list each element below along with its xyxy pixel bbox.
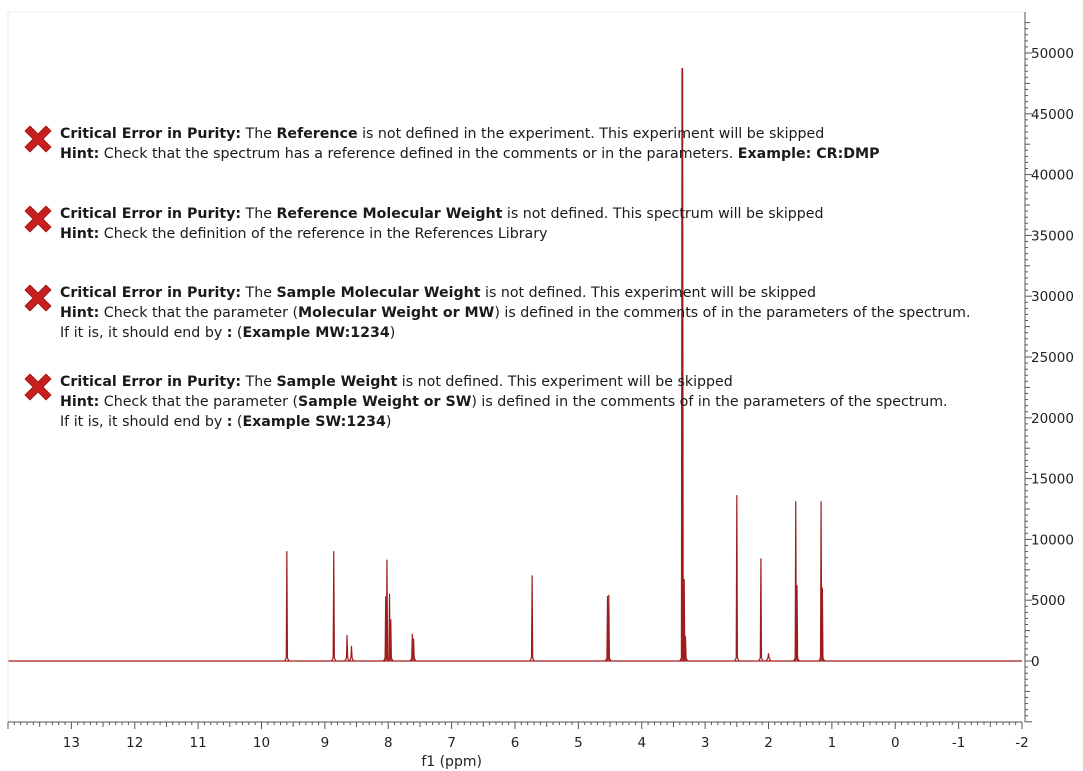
spectrum-peak-18 — [765, 653, 772, 662]
spectrum-peak-15 — [682, 636, 689, 662]
x-tick-label: 10 — [253, 735, 270, 751]
x-tick-label: 1 — [828, 735, 837, 751]
x-tick-label: 5 — [574, 735, 583, 751]
spectrum-peak-8 — [409, 633, 416, 662]
spectrum-peak-17 — [758, 558, 764, 662]
spectrum-peak-22 — [819, 587, 826, 662]
y-tick-label: 40000 — [1031, 168, 1074, 184]
spectrum-peak-21 — [818, 501, 824, 662]
x-tick-label: 11 — [190, 735, 207, 751]
spectrum-peak-6 — [386, 593, 393, 662]
y-tick-label: 15000 — [1031, 472, 1074, 488]
x-axis-label: f1 (ppm) — [421, 754, 482, 770]
spectrum-peak-1 — [331, 550, 337, 662]
spectrum-peak-9 — [410, 638, 417, 662]
spectrum-peak-4 — [382, 595, 389, 662]
x-tick-label: 9 — [321, 735, 330, 751]
spectrum-peak-12 — [606, 594, 612, 662]
spectrum-peak-11 — [604, 595, 611, 662]
spectrum-peak-19 — [793, 501, 799, 662]
x-tick-label: 4 — [637, 735, 646, 751]
y-tick-label: 30000 — [1031, 289, 1074, 305]
y-tick-label: 5000 — [1031, 593, 1065, 609]
spectrum-peak-10 — [529, 575, 535, 662]
y-tick-label: 35000 — [1031, 228, 1074, 244]
x-tick-label: 2 — [764, 735, 773, 751]
spectrum-peak-20 — [794, 585, 800, 662]
y-tick-label: 0 — [1031, 654, 1040, 670]
spectrum-peak-14 — [681, 578, 687, 662]
x-tick-label: 0 — [891, 735, 900, 751]
spectrum-peak-16 — [734, 495, 740, 662]
y-tick-label: 20000 — [1031, 411, 1074, 427]
y-tick-label: 45000 — [1031, 107, 1074, 123]
y-tick-label: 25000 — [1031, 350, 1074, 366]
spectrum-peak-3 — [348, 645, 355, 662]
x-tick-label: -2 — [1015, 735, 1028, 751]
spectrum-peak-13 — [679, 67, 686, 662]
x-tick-label: 3 — [701, 735, 710, 751]
spectrum-peak-0 — [284, 550, 290, 662]
x-tick-label: 7 — [447, 735, 456, 751]
axes-layer: 13 12 11 10 9 8 7 6 5 4 3 2 1 0 -1 -2f1 (ppm)0500010000… — [7, 11, 1074, 770]
x-tick-label: 6 — [511, 735, 520, 751]
x-tick-label: -1 — [952, 735, 965, 751]
spectrum-peak-2 — [344, 634, 350, 662]
y-tick-label: 10000 — [1031, 532, 1074, 548]
x-tick-label: 12 — [126, 735, 143, 751]
spectrum-peak-7 — [388, 619, 394, 662]
spectrum-layer — [8, 67, 1022, 662]
x-tick-label: 8 — [384, 735, 393, 751]
x-tick-label: 13 — [63, 735, 80, 751]
y-tick-label: 50000 — [1031, 46, 1074, 62]
